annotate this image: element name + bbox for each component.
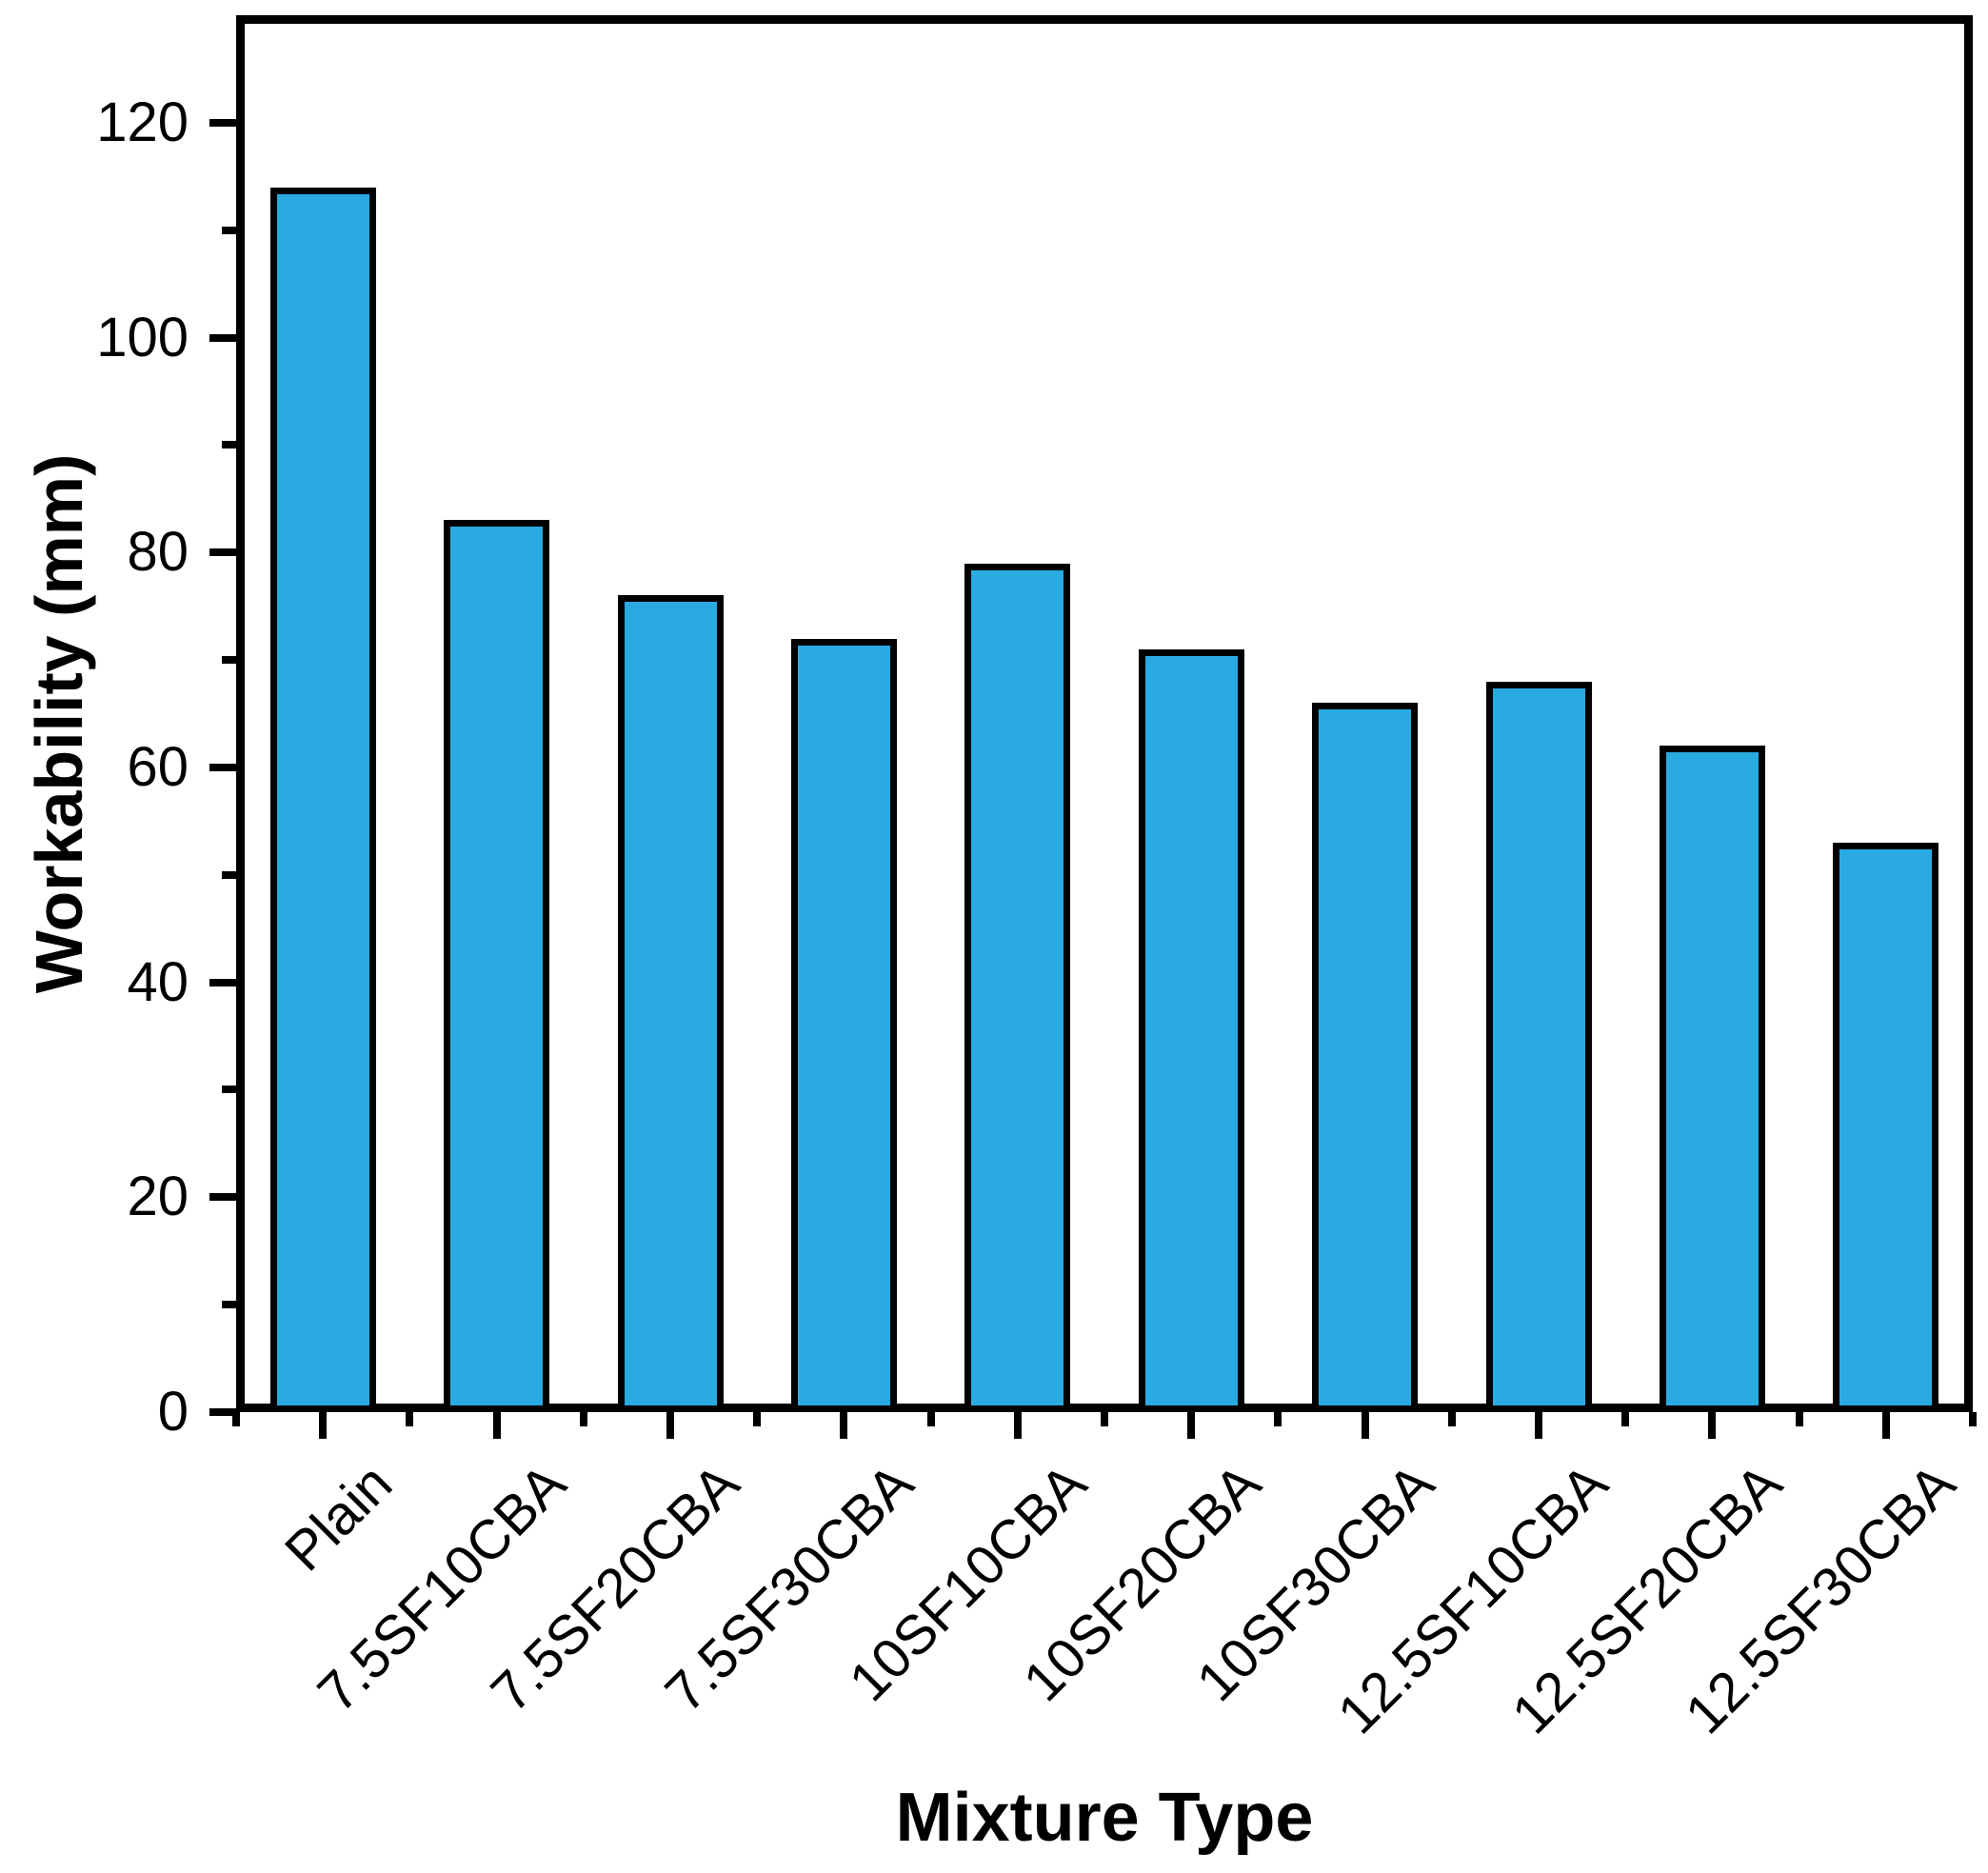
- x-axis-major-tick: [1881, 1412, 1890, 1439]
- x-axis-minor-tick: [406, 1412, 414, 1426]
- y-axis-minor-tick: [222, 1301, 236, 1309]
- x-axis-minor-tick: [1621, 1412, 1630, 1426]
- x-axis-major-tick: [1535, 1412, 1542, 1439]
- y-axis-major-tick: [209, 548, 236, 557]
- y-axis-minor-tick: [222, 870, 236, 879]
- x-axis-title: Mixture Type: [895, 1780, 1314, 1856]
- x-axis-tick-label: Plain: [273, 1452, 405, 1584]
- y-axis-minor-tick: [222, 656, 236, 665]
- x-axis-minor-tick: [1274, 1412, 1282, 1426]
- x-axis-major-tick: [1361, 1412, 1369, 1439]
- y-axis-tick-label: 60: [127, 735, 189, 798]
- x-axis-minor-tick: [579, 1412, 587, 1426]
- x-axis-major-tick: [840, 1412, 848, 1439]
- y-axis-tick-label: 40: [127, 950, 189, 1013]
- y-axis-minor-tick: [222, 441, 236, 449]
- y-axis-tick-label: 20: [127, 1166, 189, 1228]
- y-axis-tick-label: 120: [96, 90, 189, 153]
- y-axis-tick-label: 100: [96, 306, 189, 369]
- x-axis-major-tick: [319, 1412, 328, 1439]
- bar-10SF20CBA: [1138, 648, 1244, 1412]
- y-axis-major-tick: [209, 978, 236, 986]
- y-axis-major-tick: [209, 333, 236, 342]
- bar-7.5SF30CBA: [790, 638, 897, 1412]
- x-axis-minor-tick: [926, 1412, 935, 1426]
- y-axis-major-tick: [209, 118, 236, 127]
- x-axis-minor-tick: [1101, 1412, 1108, 1426]
- bar-7.5SF10CBA: [444, 520, 550, 1412]
- y-axis-major-tick: [209, 763, 236, 771]
- bar-12.5SF10CBA: [1485, 681, 1592, 1412]
- bar-10SF30CBA: [1312, 703, 1419, 1412]
- x-axis-minor-tick: [1969, 1412, 1977, 1426]
- bar-7.5SF20CBA: [617, 595, 724, 1412]
- x-axis-minor-tick: [232, 1412, 240, 1426]
- x-axis-minor-tick: [1447, 1412, 1456, 1426]
- x-axis-minor-tick: [1795, 1412, 1803, 1426]
- y-axis-minor-tick: [222, 226, 236, 234]
- y-axis-major-tick: [209, 1193, 236, 1202]
- y-axis-major-tick: [209, 1408, 236, 1416]
- x-axis-major-tick: [1708, 1412, 1717, 1439]
- x-axis-major-tick: [1187, 1412, 1196, 1439]
- x-axis-major-tick: [492, 1412, 501, 1439]
- bar-12.5SF20CBA: [1659, 746, 1765, 1412]
- x-axis-major-tick: [666, 1412, 674, 1439]
- bar-Plain: [269, 187, 376, 1412]
- bar-10SF10CBA: [964, 563, 1071, 1412]
- y-axis-tick-label: 0: [157, 1381, 189, 1443]
- x-axis-major-tick: [1013, 1412, 1022, 1439]
- x-axis-minor-tick: [753, 1412, 762, 1426]
- bar-12.5SF30CBA: [1833, 842, 1939, 1412]
- y-axis-minor-tick: [222, 1086, 236, 1094]
- y-axis-tick-label: 80: [127, 521, 189, 584]
